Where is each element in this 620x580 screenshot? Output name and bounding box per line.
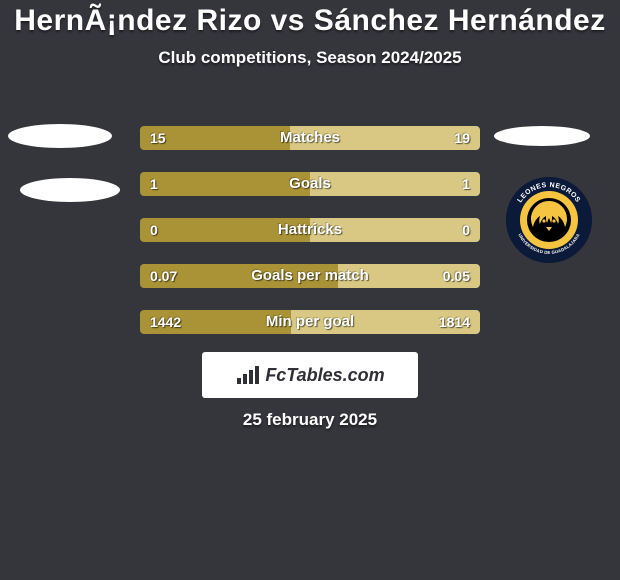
snapshot-date: 25 february 2025 <box>0 410 620 430</box>
bar-chart-icon <box>235 364 261 386</box>
stat-label: Hattricks <box>140 218 480 242</box>
stat-row-goals: 11Goals <box>140 172 480 196</box>
club-badge-leones-negros: LEONES NEGROS UNIVERSIDAD DE GUADALAJARA <box>506 177 592 263</box>
stat-row-matches: 1519Matches <box>140 126 480 150</box>
stat-row-goals-per-match: 0.070.05Goals per match <box>140 264 480 288</box>
stat-label: Goals <box>140 172 480 196</box>
player-left-oval-1 <box>8 124 112 148</box>
page-title: HernÃ¡ndez Rizo vs Sánchez Hernández <box>0 0 620 38</box>
stat-label: Min per goal <box>140 310 480 334</box>
stat-row-hattricks: 00Hattricks <box>140 218 480 242</box>
subheader: Club competitions, Season 2024/2025 <box>0 48 620 68</box>
source-brand-box: FcTables.com <box>202 352 418 398</box>
stat-label: Goals per match <box>140 264 480 288</box>
source-brand-text: FcTables.com <box>265 365 384 386</box>
stat-row-min-per-goal: 14421814Min per goal <box>140 310 480 334</box>
player-right-oval <box>494 126 590 146</box>
stat-label: Matches <box>140 126 480 150</box>
comparison-chart: 1519Matches 11Goals 00Hattricks 0.070.05Goa… <box>140 126 480 356</box>
player-left-oval-2 <box>20 178 120 202</box>
